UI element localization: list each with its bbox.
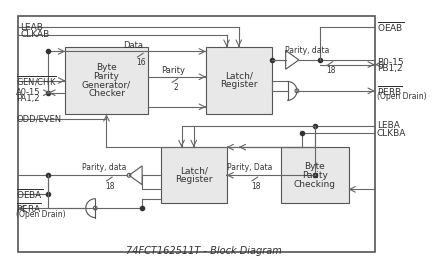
- Text: Parity, Data: Parity, Data: [227, 162, 273, 172]
- Text: Register: Register: [220, 80, 257, 90]
- Text: Parity, data: Parity, data: [285, 46, 330, 55]
- Text: Latch/: Latch/: [225, 72, 253, 81]
- Text: $\overline{\rm PERA}$: $\overline{\rm PERA}$: [16, 201, 42, 215]
- Text: $\overline{\rm PERB}$: $\overline{\rm PERB}$: [377, 84, 402, 98]
- Text: B0-15: B0-15: [377, 58, 403, 67]
- Text: A0-15: A0-15: [16, 88, 41, 97]
- Text: (Open Drain): (Open Drain): [16, 210, 66, 219]
- FancyBboxPatch shape: [65, 47, 148, 114]
- Text: Generator/: Generator/: [82, 80, 131, 90]
- Text: (Open Drain): (Open Drain): [377, 92, 426, 101]
- Text: LEAB: LEAB: [20, 23, 43, 32]
- Text: Checking: Checking: [294, 180, 336, 189]
- Text: ODD/EVEN: ODD/EVEN: [16, 114, 61, 124]
- FancyBboxPatch shape: [161, 147, 226, 203]
- Text: 2: 2: [174, 83, 178, 92]
- Text: 74FCT162511T - Block Diagram: 74FCT162511T - Block Diagram: [126, 246, 282, 256]
- Text: Parity: Parity: [302, 171, 328, 180]
- FancyBboxPatch shape: [281, 147, 349, 203]
- Text: Latch/: Latch/: [180, 166, 208, 175]
- Text: $\overline{\rm OEBA}$: $\overline{\rm OEBA}$: [16, 187, 44, 201]
- FancyBboxPatch shape: [206, 47, 272, 114]
- Text: 16: 16: [137, 58, 146, 67]
- Text: Byte: Byte: [305, 162, 325, 171]
- Text: CLKAB: CLKAB: [20, 30, 49, 39]
- Text: Register: Register: [175, 175, 213, 184]
- Text: Byte: Byte: [96, 63, 117, 72]
- Text: Parity: Parity: [161, 66, 185, 75]
- Text: Parity: Parity: [94, 72, 119, 81]
- Text: PA1,2: PA1,2: [16, 94, 40, 103]
- Text: $\overline{\rm OEAB}$: $\overline{\rm OEAB}$: [377, 20, 404, 34]
- Text: PB1,2: PB1,2: [377, 64, 402, 73]
- FancyBboxPatch shape: [18, 16, 375, 252]
- Text: Checker: Checker: [88, 89, 125, 98]
- Text: LEBA: LEBA: [377, 121, 400, 130]
- Text: 18: 18: [326, 66, 336, 76]
- Text: Parity, data: Parity, data: [83, 162, 127, 172]
- Text: $\overline{\rm GEN/CHK}$: $\overline{\rm GEN/CHK}$: [16, 73, 57, 88]
- Text: Data: Data: [123, 40, 143, 50]
- Text: 18: 18: [105, 182, 115, 191]
- Text: CLKBA: CLKBA: [377, 129, 406, 137]
- Text: 18: 18: [251, 182, 260, 191]
